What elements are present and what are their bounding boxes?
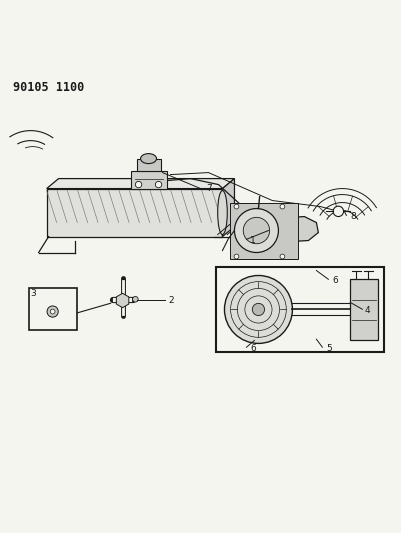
- Circle shape: [50, 309, 55, 314]
- Ellipse shape: [141, 154, 156, 164]
- Bar: [28, 288, 77, 330]
- Circle shape: [234, 204, 239, 209]
- Bar: [131, 171, 166, 189]
- Circle shape: [136, 181, 142, 188]
- Polygon shape: [223, 179, 235, 237]
- Polygon shape: [47, 179, 235, 189]
- Circle shape: [333, 206, 344, 216]
- Text: 90105 1100: 90105 1100: [13, 80, 84, 94]
- Circle shape: [225, 276, 292, 343]
- Polygon shape: [274, 216, 318, 243]
- Bar: [350, 279, 378, 340]
- Circle shape: [252, 303, 265, 316]
- Circle shape: [133, 296, 138, 302]
- Circle shape: [155, 181, 162, 188]
- Circle shape: [47, 306, 58, 317]
- Ellipse shape: [218, 191, 227, 235]
- Circle shape: [243, 217, 269, 244]
- Text: 8: 8: [350, 212, 356, 221]
- Bar: [137, 159, 160, 171]
- Bar: [231, 203, 298, 259]
- Polygon shape: [47, 189, 223, 237]
- Polygon shape: [116, 293, 129, 308]
- Bar: [217, 266, 384, 352]
- Text: 4: 4: [365, 306, 370, 315]
- Text: 5: 5: [326, 344, 332, 353]
- Text: 3: 3: [30, 289, 36, 298]
- Text: 1: 1: [251, 236, 256, 245]
- Circle shape: [235, 208, 278, 253]
- Text: 6: 6: [251, 344, 256, 353]
- Circle shape: [280, 254, 285, 259]
- Text: 6: 6: [332, 276, 338, 285]
- Text: 2: 2: [168, 296, 174, 305]
- Circle shape: [234, 254, 239, 259]
- Circle shape: [280, 204, 285, 209]
- Text: 7: 7: [207, 184, 212, 193]
